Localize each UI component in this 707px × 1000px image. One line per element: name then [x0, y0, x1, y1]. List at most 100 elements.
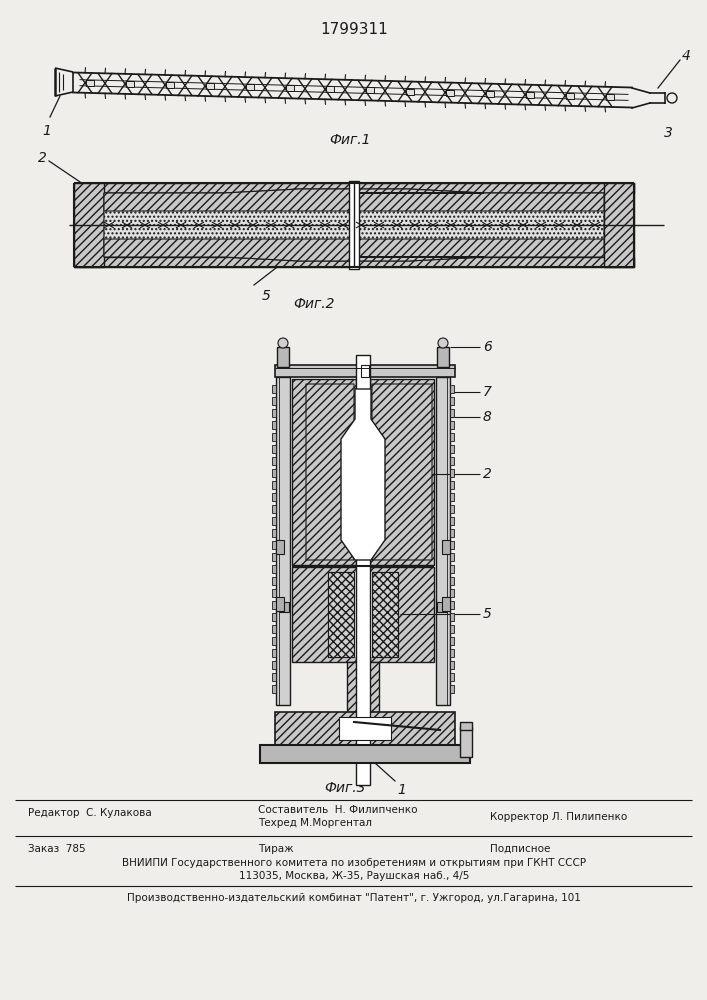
Bar: [450, 481, 454, 489]
Bar: [272, 517, 276, 525]
Bar: [272, 529, 276, 537]
Text: Производственно-издательский комбинат "Патент", г. Ужгород, ул.Гагарина, 101: Производственно-издательский комбинат "П…: [127, 893, 581, 903]
Bar: [272, 433, 276, 441]
Text: 2: 2: [38, 151, 47, 165]
Polygon shape: [372, 572, 398, 657]
Bar: [272, 625, 276, 633]
Text: Корректор Л. Пилипенко: Корректор Л. Пилипенко: [490, 812, 627, 822]
Bar: [450, 517, 454, 525]
Bar: [370, 567, 434, 662]
Bar: [450, 409, 454, 417]
Polygon shape: [341, 389, 385, 560]
Text: Фиг.1: Фиг.1: [329, 133, 370, 147]
Bar: [450, 469, 454, 477]
Bar: [272, 421, 276, 429]
Text: 2: 2: [483, 467, 492, 481]
Bar: [442, 597, 450, 611]
Bar: [276, 597, 284, 611]
Bar: [272, 685, 276, 693]
Bar: [450, 637, 454, 645]
Bar: [272, 541, 276, 549]
Bar: [370, 379, 434, 565]
Bar: [606, 94, 614, 100]
Bar: [450, 577, 454, 585]
Bar: [450, 625, 454, 633]
Text: 3: 3: [664, 126, 672, 140]
Bar: [450, 529, 454, 537]
Bar: [272, 385, 276, 393]
Bar: [450, 661, 454, 669]
Text: 113035, Москва, Ж-35, Раушская наб., 4/5: 113035, Москва, Ж-35, Раушская наб., 4/5: [239, 871, 469, 881]
Bar: [460, 722, 472, 730]
Bar: [450, 685, 454, 693]
Bar: [272, 481, 276, 489]
Bar: [275, 712, 455, 745]
Bar: [406, 89, 414, 95]
Bar: [272, 505, 276, 513]
Bar: [272, 469, 276, 477]
Text: 8: 8: [483, 410, 492, 424]
Bar: [374, 384, 430, 560]
Bar: [104, 193, 604, 257]
Bar: [526, 92, 534, 98]
Bar: [74, 183, 104, 267]
Bar: [450, 601, 454, 609]
Text: Редактор  С. Кулакова: Редактор С. Кулакова: [28, 808, 152, 818]
Bar: [272, 553, 276, 561]
Text: 1: 1: [397, 783, 406, 797]
Text: Тираж: Тираж: [258, 844, 293, 854]
Circle shape: [278, 338, 288, 348]
Bar: [566, 93, 574, 99]
Bar: [74, 257, 634, 267]
Bar: [272, 493, 276, 501]
Bar: [361, 365, 369, 377]
Polygon shape: [104, 239, 354, 261]
Bar: [450, 385, 454, 393]
Polygon shape: [372, 572, 398, 657]
Bar: [450, 553, 454, 561]
Bar: [347, 662, 379, 712]
Bar: [276, 377, 290, 705]
Polygon shape: [104, 189, 354, 211]
Bar: [272, 445, 276, 453]
Text: Заказ  785: Заказ 785: [28, 844, 86, 854]
Text: 4: 4: [682, 49, 691, 63]
Bar: [450, 505, 454, 513]
Polygon shape: [372, 384, 432, 560]
Polygon shape: [306, 384, 354, 560]
Bar: [450, 397, 454, 405]
Bar: [450, 433, 454, 441]
Text: 5: 5: [483, 607, 492, 621]
Polygon shape: [354, 239, 604, 261]
Text: 1: 1: [42, 124, 52, 138]
Bar: [604, 183, 634, 267]
Bar: [450, 589, 454, 597]
Bar: [86, 80, 94, 86]
Polygon shape: [328, 572, 354, 657]
Bar: [166, 82, 174, 88]
Bar: [349, 181, 359, 269]
Bar: [272, 397, 276, 405]
Bar: [436, 377, 450, 705]
Bar: [277, 347, 289, 367]
Bar: [450, 421, 454, 429]
Bar: [450, 649, 454, 657]
Bar: [450, 541, 454, 549]
Bar: [450, 445, 454, 453]
Bar: [450, 493, 454, 501]
Bar: [286, 85, 294, 91]
Bar: [437, 347, 449, 367]
Polygon shape: [104, 189, 604, 261]
Bar: [460, 727, 472, 757]
Bar: [272, 613, 276, 621]
Bar: [272, 661, 276, 669]
Bar: [206, 83, 214, 89]
Bar: [306, 384, 352, 560]
Bar: [450, 565, 454, 573]
Bar: [328, 572, 398, 657]
Bar: [260, 745, 470, 763]
Bar: [450, 613, 454, 621]
Bar: [442, 540, 450, 554]
Bar: [126, 81, 134, 87]
Bar: [446, 90, 454, 96]
